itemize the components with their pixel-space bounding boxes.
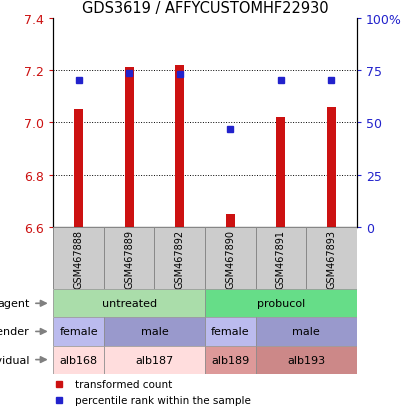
Text: female: female	[211, 327, 249, 337]
Text: gender: gender	[0, 327, 29, 337]
Text: GSM467892: GSM467892	[174, 229, 184, 288]
Bar	[306, 228, 356, 290]
Text: GSM467891: GSM467891	[275, 229, 285, 288]
Bar	[255, 346, 356, 374]
Bar	[103, 318, 204, 346]
Bar	[255, 318, 356, 346]
Text: alb189: alb189	[211, 355, 249, 365]
Title: GDS3619 / AFFYCUSTOMHF22930: GDS3619 / AFFYCUSTOMHF22930	[81, 1, 328, 16]
Text: alb187: alb187	[135, 355, 173, 365]
Bar	[225, 214, 234, 228]
Text: percentile rank within the sample: percentile rank within the sample	[74, 396, 250, 406]
Text: GSM467890: GSM467890	[225, 229, 235, 288]
Bar	[103, 228, 154, 290]
Bar	[103, 346, 204, 374]
Bar	[53, 318, 103, 346]
Text: GSM467893: GSM467893	[326, 229, 336, 288]
Text: alb193: alb193	[286, 355, 324, 365]
Bar	[53, 346, 103, 374]
Bar	[175, 66, 184, 228]
Text: individual: individual	[0, 355, 29, 365]
Text: male: male	[140, 327, 168, 337]
Bar	[204, 228, 255, 290]
Text: GSM467889: GSM467889	[124, 229, 134, 288]
Text: male: male	[292, 327, 319, 337]
Bar	[204, 290, 356, 318]
Text: alb168: alb168	[59, 355, 97, 365]
Text: agent: agent	[0, 299, 29, 309]
Bar	[154, 228, 204, 290]
Bar	[124, 68, 133, 228]
Bar	[74, 110, 83, 228]
Text: female: female	[59, 327, 98, 337]
Text: probucol: probucol	[256, 299, 304, 309]
Bar	[53, 228, 103, 290]
Bar	[204, 318, 255, 346]
Text: transformed count: transformed count	[74, 379, 171, 389]
Bar	[53, 290, 204, 318]
Text: untreated: untreated	[101, 299, 156, 309]
Bar	[276, 118, 285, 228]
Bar	[255, 228, 306, 290]
Bar	[326, 107, 335, 228]
Bar	[204, 346, 255, 374]
Text: GSM467888: GSM467888	[73, 229, 83, 288]
